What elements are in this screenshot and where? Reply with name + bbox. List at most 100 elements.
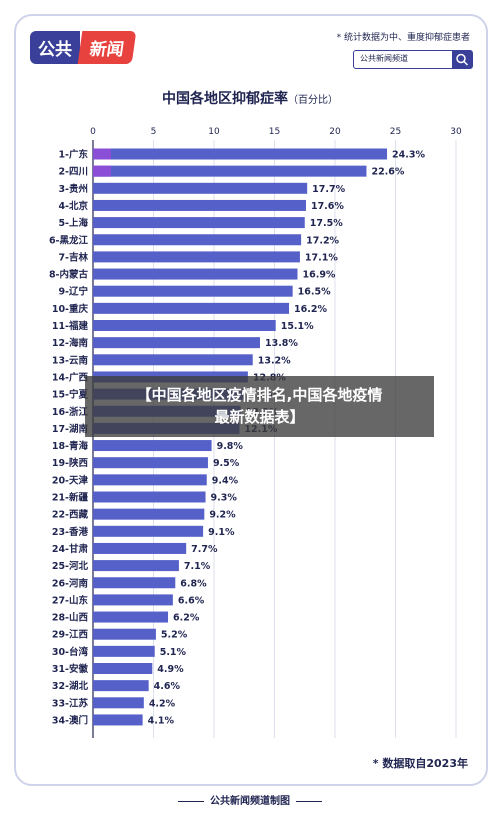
overlay-line-2: 最新数据表】 (214, 408, 305, 426)
bar (93, 302, 290, 314)
category-label: 31-安徽 (52, 663, 89, 675)
x-tick-label: 0 (90, 127, 96, 137)
category-label: 23-香港 (52, 526, 89, 538)
value-label: 9.2% (209, 510, 236, 521)
category-label: 1-广东 (58, 149, 88, 161)
bar (93, 268, 298, 280)
bar (93, 354, 253, 366)
logo-text-gonggong: 公共 (30, 30, 80, 64)
category-label: 27-山东 (52, 594, 89, 606)
footer: 公共新闻频道制图 (0, 792, 500, 807)
category-label: 7-吉林 (58, 251, 88, 263)
x-tick-label: 10 (208, 127, 220, 137)
value-label: 16.5% (298, 287, 331, 298)
bar (93, 199, 306, 211)
category-label: 12-海南 (52, 337, 89, 349)
bar (93, 234, 302, 246)
bar (93, 491, 206, 503)
value-label: 17.2% (306, 235, 339, 246)
bar (93, 611, 169, 623)
x-tick-label: 30 (450, 127, 462, 137)
bar (93, 320, 276, 331)
search-text: 公共新闻频道 (360, 54, 408, 63)
bar (93, 251, 300, 263)
value-label: 4.9% (157, 664, 184, 675)
category-label: 20-天津 (52, 474, 89, 486)
category-label: 5-上海 (58, 217, 88, 229)
category-label: 24-甘肃 (52, 543, 89, 555)
search-button[interactable] (452, 51, 472, 68)
value-label: 7.7% (191, 544, 218, 555)
bar (93, 337, 260, 349)
search-icon (456, 53, 469, 66)
value-label: 9.1% (208, 527, 235, 538)
brand-logo: 公共 新闻 (30, 30, 137, 64)
chart-title-text: 中国各地区抑郁症率 (162, 91, 288, 107)
value-label: 13.8% (265, 338, 298, 349)
bar (93, 577, 176, 589)
bar (93, 217, 305, 229)
search-bar[interactable]: 公共新闻频道 (353, 50, 473, 69)
category-label: 4-北京 (58, 200, 88, 212)
category-label: 32-湖北 (52, 680, 89, 692)
value-label: 17.6% (311, 201, 344, 212)
value-label: 9.4% (212, 475, 239, 486)
category-label: 11-福建 (52, 320, 89, 332)
bar (93, 697, 144, 709)
value-label: 17.5% (310, 218, 343, 229)
value-label: 16.2% (294, 304, 327, 315)
category-label: 3-贵州 (58, 183, 88, 195)
value-label: 4.2% (149, 698, 176, 709)
category-label: 16-浙江 (52, 406, 89, 418)
value-label: 7.1% (184, 561, 211, 572)
statistics-note: * 统计数据为中、重度抑郁症患者 (336, 33, 470, 43)
bar (93, 628, 156, 640)
x-tick-label: 20 (329, 127, 341, 137)
value-label: 6.6% (178, 595, 205, 606)
bar-accent (93, 165, 111, 177)
source-note: * 数据取自2023年 (372, 757, 468, 770)
category-label: 6-黑龙江 (49, 234, 89, 246)
category-label: 8-内蒙古 (49, 269, 89, 281)
category-label: 28-山西 (52, 612, 89, 624)
footer-dash-left (178, 800, 204, 802)
bar (93, 457, 208, 469)
value-label: 5.2% (161, 630, 188, 641)
value-label: 24.3% (392, 150, 425, 161)
value-label: 4.6% (154, 681, 181, 692)
value-label: 9.5% (213, 458, 240, 469)
category-label: 29-江西 (52, 629, 89, 641)
bar (93, 440, 212, 452)
bar (93, 285, 293, 297)
category-label: 15-宁夏 (52, 389, 89, 401)
bar (93, 663, 153, 674)
value-label: 6.8% (180, 578, 207, 589)
x-tick-label: 15 (269, 127, 280, 137)
value-label: 9.8% (217, 441, 244, 452)
category-label: 17-湖南 (52, 423, 89, 435)
category-label: 30-台湾 (52, 646, 89, 658)
bar (93, 714, 143, 726)
x-tick-label: 5 (151, 127, 157, 137)
category-label: 10-重庆 (52, 303, 89, 315)
category-label: 14-广西 (52, 371, 89, 383)
category-label: 18-青海 (52, 440, 89, 452)
category-label: 34-澳门 (52, 714, 88, 726)
category-label: 22-西藏 (52, 509, 89, 521)
category-label: 25-河北 (52, 560, 89, 572)
value-label: 9.3% (211, 493, 238, 504)
x-tick-label: 25 (390, 127, 401, 137)
bar (93, 148, 388, 160)
bar (93, 508, 205, 520)
category-label: 33-江苏 (52, 697, 89, 709)
headline-overlay: 【中国各地区疫情排名,中国各地疫情 最新数据表】 (85, 376, 434, 437)
bar-accent (93, 148, 111, 160)
category-label: 13-云南 (52, 354, 89, 366)
bar (93, 645, 155, 657)
category-label: 19-陕西 (52, 457, 89, 469)
bar (93, 542, 187, 554)
value-label: 4.1% (148, 715, 175, 726)
overlay-line-1: 【中国各地区疫情排名,中国各地疫情 (136, 386, 383, 404)
value-label: 6.2% (173, 613, 200, 624)
chart-title: 中国各地区抑郁症率（百分比） (0, 88, 500, 108)
